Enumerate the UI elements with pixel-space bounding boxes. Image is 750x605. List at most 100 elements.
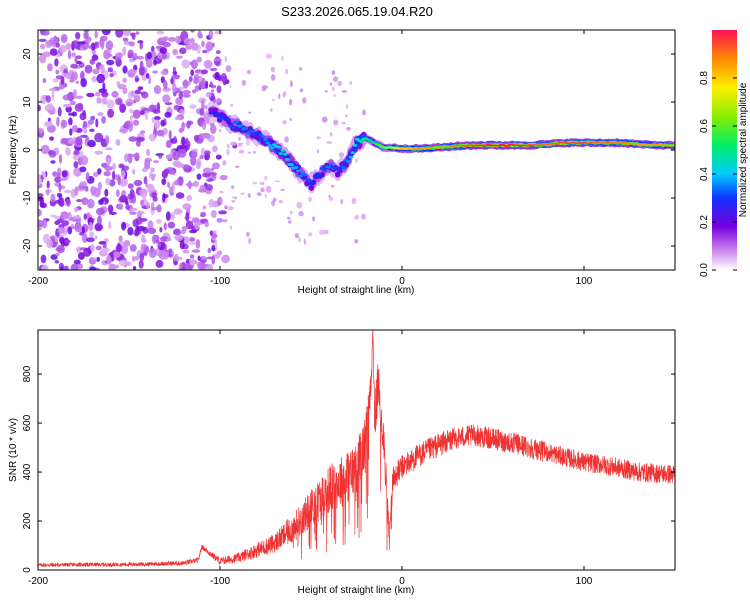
noise-blob [196,173,202,180]
noise-blob [179,262,183,269]
noise-blob [227,206,234,211]
noise-blob [84,64,93,74]
noise-blob [131,255,136,262]
noise-blob [94,30,98,39]
noise-blob [151,192,157,198]
noise-blob [270,66,276,73]
noise-blob [48,88,57,92]
noise-blob [138,259,144,269]
noise-blob [172,70,178,76]
noise-blob [213,58,223,62]
noise-blob [219,190,224,194]
ridge-mark [540,144,546,146]
noise-blob [206,263,214,270]
noise-blob [90,186,97,195]
noise-blob [225,65,232,73]
noise-blob [153,59,158,66]
noise-blob [189,37,195,44]
noise-blob [144,247,150,254]
noise-blob [280,188,285,192]
noise-blob [216,98,221,103]
noise-blob [97,168,102,175]
ridge-mark [313,175,319,179]
noise-blob [219,197,223,204]
noise-blob [130,90,136,97]
noise-blob [73,149,80,155]
noise-blob [44,121,53,127]
y-tick-label: 0 [22,567,33,573]
noise-blob [159,47,168,54]
noise-blob [190,151,198,159]
noise-blob [74,186,79,196]
noise-blob [211,255,215,265]
noise-blob [206,178,213,182]
noise-blob [42,218,48,229]
noise-blob [262,85,269,90]
noise-blob [80,77,87,88]
noise-blob [298,236,301,243]
noise-blob [323,229,329,235]
noise-blob [89,221,93,232]
noise-blob [129,115,134,120]
noise-blob [209,67,218,72]
noise-blob [209,230,214,236]
noise-blob [170,77,174,85]
noise-blob [156,204,162,213]
noise-blob [96,207,105,216]
noise-blob [134,89,142,95]
ridge-mark [555,143,561,145]
noise-blob [65,106,72,113]
noise-blob [174,35,182,44]
noise-blob [154,119,161,130]
noise-blob [137,211,145,215]
noise-blob [341,121,346,125]
noise-blob [191,217,200,224]
noise-blob [45,40,52,48]
noise-blob [98,241,107,245]
noise-blob [40,43,46,50]
noise-blob [155,259,164,268]
noise-blob [55,69,60,75]
noise-blob [181,136,186,146]
noise-blob [167,221,176,229]
snr-marks [38,330,675,569]
noise-blob [128,41,135,47]
noise-blob [38,219,44,228]
noise-blob [238,136,242,141]
noise-blob [128,136,138,142]
noise-blob [95,91,101,97]
noise-blob [67,138,74,144]
noise-blob [282,120,287,125]
noise-blob [163,80,168,90]
noise-blob [229,85,232,88]
noise-blob [167,37,176,42]
noise-blob [94,222,103,232]
noise-blob [85,237,95,243]
noise-blob [157,37,167,42]
noise-blob [71,40,81,49]
noise-blob [106,157,111,167]
noise-blob [56,116,60,127]
noise-blob [332,86,335,92]
x-tick-label: -200 [28,576,48,587]
ridge-mark [230,126,235,130]
noise-blob [61,220,70,226]
noise-blob [117,175,121,186]
noise-blob [54,235,58,243]
noise-blob [354,214,360,220]
noise-blob [190,69,194,76]
snr-ylabel: SNR (10 * v/v) [8,418,19,482]
noise-blob [162,192,166,203]
noise-blob [160,119,165,127]
noise-blob [83,199,88,205]
noise-blob [139,60,144,70]
noise-blob [73,161,79,169]
y-tick-label: 200 [22,512,33,529]
noise-blob [274,180,281,183]
noise-blob [65,198,71,207]
noise-blob [203,112,210,121]
noise-blob [188,241,196,245]
noise-blob [241,79,247,86]
noise-blob [96,97,102,104]
noise-blob [116,189,120,197]
